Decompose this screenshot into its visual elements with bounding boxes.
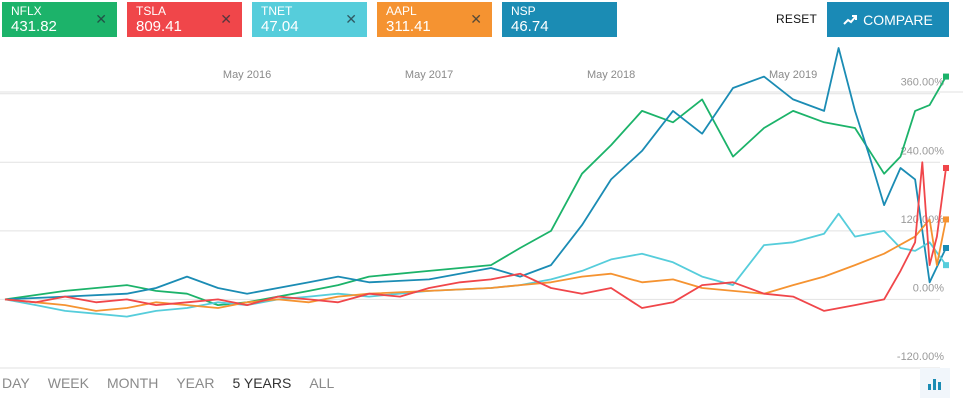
compare-button[interactable]: COMPARE: [827, 2, 949, 37]
ticker-symbol: AAPL: [386, 4, 417, 18]
ticker-tnet[interactable]: TNET 47.04 ✕: [252, 2, 367, 37]
series-line-tnet: [4, 212, 947, 318]
series-endpoint-tnet: [943, 262, 949, 269]
ticker-price: 809.41: [136, 18, 182, 35]
chart-type-button[interactable]: [920, 368, 950, 398]
series-endpoint-nflx: [943, 73, 949, 80]
reset-button[interactable]: RESET: [776, 12, 818, 26]
ticker-aapl[interactable]: AAPL 311.41 ✕: [377, 2, 492, 37]
series-endpoint-aapl: [943, 216, 949, 223]
ticker-price: 431.82: [11, 18, 57, 35]
x-tick-label: May 2016: [223, 69, 271, 81]
ticker-symbol: NSP: [511, 4, 536, 18]
ticker-tsla[interactable]: TSLA 809.41 ✕: [127, 2, 242, 37]
period-all[interactable]: ALL: [309, 375, 335, 391]
period-5-years[interactable]: 5 YEARS: [232, 375, 292, 391]
ticker-symbol: TNET: [261, 4, 293, 18]
ticker-price: 311.41: [386, 18, 431, 35]
period-year[interactable]: YEAR: [176, 375, 215, 391]
x-tick-label: May 2017: [405, 69, 453, 81]
comparison-chart: 360.00% 240.00% 120.00% 0.00% -120.00% May 20…: [0, 47, 963, 369]
y-tick-label: -120.00%: [897, 351, 944, 363]
y-tick-label: 240.00%: [901, 145, 945, 157]
close-icon[interactable]: ✕: [95, 11, 107, 27]
ticker-price: 47.04: [261, 18, 299, 35]
ticker-nflx[interactable]: NFLX 431.82 ✕: [2, 2, 117, 37]
series-endpoint-nsp: [943, 245, 949, 251]
close-icon[interactable]: ✕: [470, 11, 482, 27]
y-tick-label: 120.00%: [901, 214, 945, 226]
close-icon[interactable]: ✕: [220, 11, 232, 27]
ticker-symbol: NFLX: [11, 4, 42, 18]
x-tick-label: May 2018: [587, 69, 635, 81]
bar-chart-icon: [928, 379, 941, 390]
trend-up-icon: [843, 14, 858, 25]
ticker-symbol: TSLA: [136, 4, 167, 18]
period-month[interactable]: MONTH: [106, 375, 159, 391]
ticker-nsp[interactable]: NSP 46.74: [502, 2, 617, 37]
compare-label: COMPARE: [863, 11, 933, 28]
ticker-price: 46.74: [511, 18, 549, 35]
series-line-aapl: [4, 218, 947, 312]
y-tick-label: 0.00%: [913, 282, 944, 294]
series-endpoint-tsla: [943, 165, 949, 171]
period-week[interactable]: WEEK: [47, 375, 89, 391]
series-line-nsp: [4, 47, 947, 301]
series-line-tsla: [4, 161, 947, 312]
period-selector: DAY WEEK MONTH YEAR 5 YEARS ALL: [2, 375, 352, 391]
close-icon[interactable]: ✕: [345, 11, 357, 27]
y-tick-label: 360.00%: [901, 77, 945, 89]
x-tick-label: May 2019: [769, 69, 817, 81]
period-day[interactable]: DAY: [2, 375, 30, 391]
